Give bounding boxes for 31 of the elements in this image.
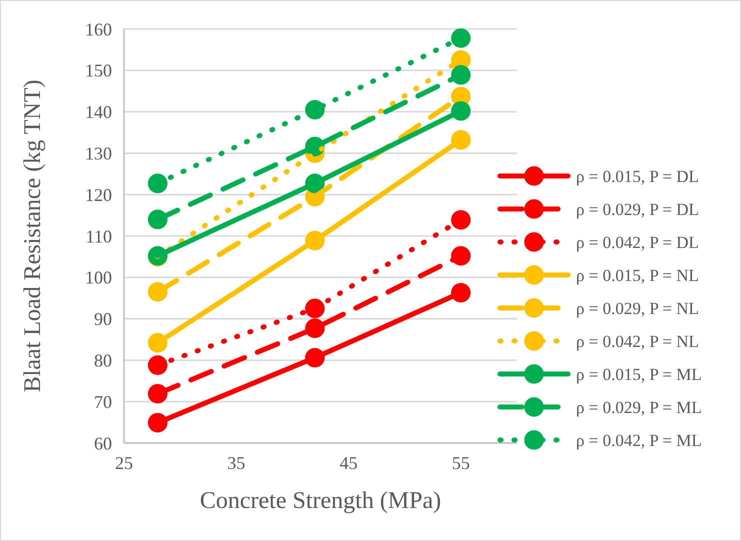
point [148, 174, 168, 194]
y-tick-label: 90 [94, 309, 112, 330]
y-tick-label: 160 [85, 19, 112, 40]
point [305, 298, 325, 318]
y-tick-label: 110 [86, 226, 112, 246]
y-tick-label: 100 [85, 268, 112, 288]
y-tick-label: 140 [85, 102, 112, 122]
legend-label: ρ = 0.029, P = NL [576, 298, 699, 318]
y-tick-label: 130 [85, 144, 112, 164]
point [451, 28, 471, 48]
point [148, 355, 168, 375]
legend-label: ρ = 0.029, P = ML [576, 398, 702, 417]
x-tick-label: 55 [452, 453, 470, 473]
x-tick-label: 25 [115, 453, 133, 473]
legend-label: ρ = 0.042, P = ML [576, 430, 702, 450]
y-tick-label: 150 [85, 60, 112, 81]
legend-label: ρ = 0.015, P = NL [576, 266, 699, 285]
legend-label: ρ = 0.029, P = DL [576, 200, 699, 219]
legend-label: ρ = 0.042, P = NL [576, 332, 699, 351]
legend-label: ρ = 0.015, P = ML [576, 364, 702, 384]
legend-label: ρ = 0.015, P = DL [576, 166, 699, 186]
y-tick-label: 120 [85, 184, 112, 205]
point [451, 210, 471, 230]
y-axis-title: Blaat Load Resistance (kg TNT) [20, 80, 46, 392]
legend-label: ρ = 0.042, P = DL [576, 232, 699, 252]
y-tick-label: 80 [94, 350, 112, 370]
y-tick-label: 70 [94, 392, 112, 412]
x-tick-label: 35 [227, 453, 246, 473]
x-tick-label: 45 [340, 453, 358, 473]
x-axis-title: Concrete Strength (MPa) [200, 488, 442, 514]
y-tick-label: 60 [94, 433, 112, 454]
